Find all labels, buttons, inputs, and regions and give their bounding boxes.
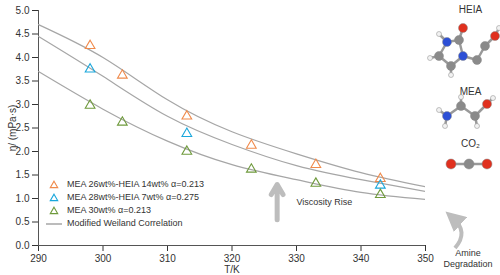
svg-text:4.5: 4.5 — [16, 28, 30, 39]
svg-text:3.5: 3.5 — [16, 75, 30, 86]
svg-text:290: 290 — [30, 253, 47, 264]
svg-text:2.5: 2.5 — [16, 122, 30, 133]
svg-text:330: 330 — [288, 253, 305, 264]
svg-text:310: 310 — [159, 253, 176, 264]
html-text:MEA 26wt%-HEIA 14wt% α=0.213: MEA 26wt%-HEIA 14wt% α=0.213 — [67, 179, 204, 189]
svg-text:300: 300 — [95, 253, 112, 264]
html-text:HEIA: HEIA — [458, 4, 483, 15]
svg-text:4.0: 4.0 — [16, 52, 30, 63]
svg-text:Viscosity Rise: Viscosity Rise — [297, 197, 353, 207]
svg-text:340: 340 — [353, 253, 370, 264]
html-text:Modified Weiland Correlation: Modified Weiland Correlation — [67, 218, 183, 228]
svg-text:320: 320 — [224, 253, 241, 264]
svg-text:T/K: T/K — [224, 264, 240, 275]
svg-text:1.5: 1.5 — [16, 169, 30, 180]
svg-text:η/ (mPa·s): η/ (mPa·s) — [7, 105, 18, 152]
svg-text:1.0: 1.0 — [16, 193, 30, 204]
svg-text:0.0: 0.0 — [16, 240, 30, 251]
svg-text:3.0: 3.0 — [16, 99, 30, 110]
html-text:MEA 30wt% α=0.213: MEA 30wt% α=0.213 — [67, 205, 151, 215]
html-text:MEA 28wt%-HEIA 7wt% α=0.275: MEA 28wt%-HEIA 7wt% α=0.275 — [67, 192, 199, 202]
svg-text:2.0: 2.0 — [16, 146, 30, 157]
html-text:CO₂: CO₂ — [461, 138, 480, 149]
svg-text:0.5: 0.5 — [16, 216, 30, 227]
html-text:MEA: MEA — [459, 86, 482, 97]
html-text:Amine Degradation: Amine Degradation — [443, 248, 493, 269]
svg-text:350: 350 — [417, 253, 434, 264]
svg-text:5.0: 5.0 — [16, 5, 30, 16]
